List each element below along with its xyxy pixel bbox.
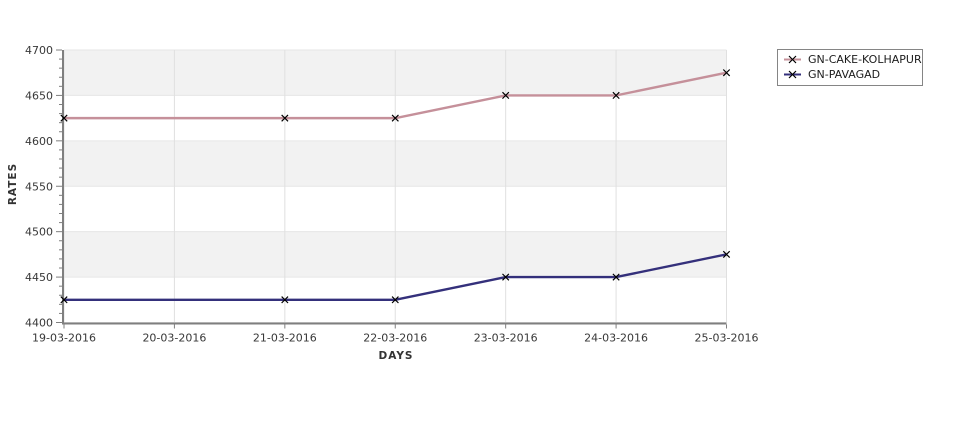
legend-item-gn-pavagad: GN-PAVAGAD xyxy=(783,67,918,82)
series-lines xyxy=(60,69,731,304)
x-tick-label: 22-03-2016 xyxy=(363,332,427,345)
x-tick-label: 25-03-2016 xyxy=(695,332,759,345)
x-tick-label: 20-03-2016 xyxy=(142,332,206,345)
series-line-gn-pavagad xyxy=(64,253,727,301)
legend: GN-CAKE-KOLHAPUR GN-PAVAGAD xyxy=(777,49,923,86)
y-tick-label: 4500 xyxy=(25,226,53,239)
y-tick-label: 4700 xyxy=(25,44,53,57)
y-axis-title: RATES xyxy=(7,162,19,206)
series-line-x-marker-icon xyxy=(784,70,801,79)
legend-label: GN-CAKE-KOLHAPUR xyxy=(808,53,922,66)
series-markers-gn-pavagad xyxy=(60,250,731,304)
series-line-x-marker-icon xyxy=(784,55,801,64)
series-line-gn-cake-kolhapur xyxy=(64,71,727,120)
series-markers-gn-cake-kolhapur xyxy=(60,69,731,122)
x-tick-label: 23-03-2016 xyxy=(474,332,538,345)
legend-label: GN-PAVAGAD xyxy=(808,68,881,81)
axes xyxy=(56,49,727,329)
x-axis-title: DAYS xyxy=(378,350,414,362)
tick-labels: 4400 4450 4500 4550 4600 4650 4700 19-03-2016 20… xyxy=(25,44,758,345)
y-tick-label: 4600 xyxy=(25,135,53,148)
y-tick-label: 4550 xyxy=(25,180,53,193)
x-tick-label: 19-03-2016 xyxy=(32,332,96,345)
x-tick-label: 21-03-2016 xyxy=(253,332,317,345)
y-tick-label: 4450 xyxy=(25,271,53,284)
y-tick-label: 4650 xyxy=(25,89,53,102)
y-tick-label: 4400 xyxy=(25,317,53,330)
x-tick-label: 24-03-2016 xyxy=(584,332,648,345)
legend-item-gn-cake-kolhapur: GN-CAKE-KOLHAPUR xyxy=(783,52,922,67)
